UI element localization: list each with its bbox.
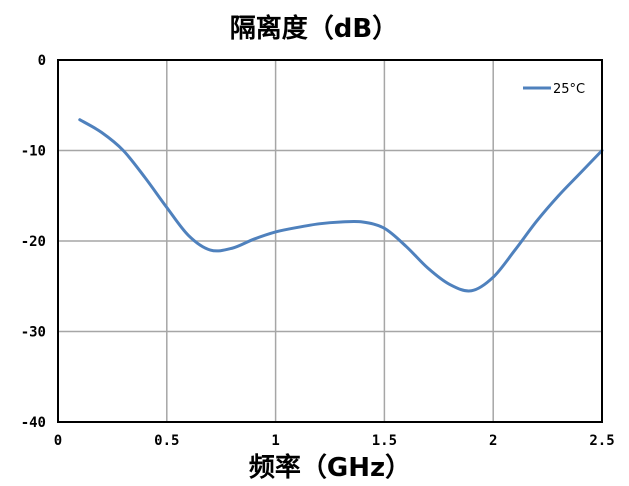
y-tick-label-0: 0 xyxy=(38,53,46,69)
plot-frame xyxy=(57,59,603,423)
x-tick-label-3: 1.5 xyxy=(372,433,397,449)
x-tick-label-1: 0.5 xyxy=(154,433,179,449)
legend-label-25c: 25°C xyxy=(553,82,585,97)
legend: 25°C xyxy=(523,82,585,97)
x-axis-label: 频率（GHz） xyxy=(249,452,411,483)
y-tick-label-1: -10 xyxy=(21,144,46,160)
x-tick-label-2: 1 xyxy=(271,433,279,449)
series-layer xyxy=(78,118,604,293)
chart-title: 隔离度（dB） xyxy=(230,13,398,44)
x-tick-label-0: 0 xyxy=(54,433,62,449)
x-tick-label-4: 2 xyxy=(489,433,497,449)
x-tick-labels: 0 0.5 1 1.5 2 2.5 xyxy=(54,433,615,449)
y-tick-label-2: -20 xyxy=(21,234,46,250)
series-line-0 xyxy=(78,118,604,293)
y-tick-label-4: -40 xyxy=(21,415,46,431)
x-tick-label-5: 2.5 xyxy=(589,433,614,449)
y-tick-label-3: -30 xyxy=(21,325,46,341)
y-tick-labels: 0 -10 -20 -30 -40 xyxy=(21,53,46,431)
